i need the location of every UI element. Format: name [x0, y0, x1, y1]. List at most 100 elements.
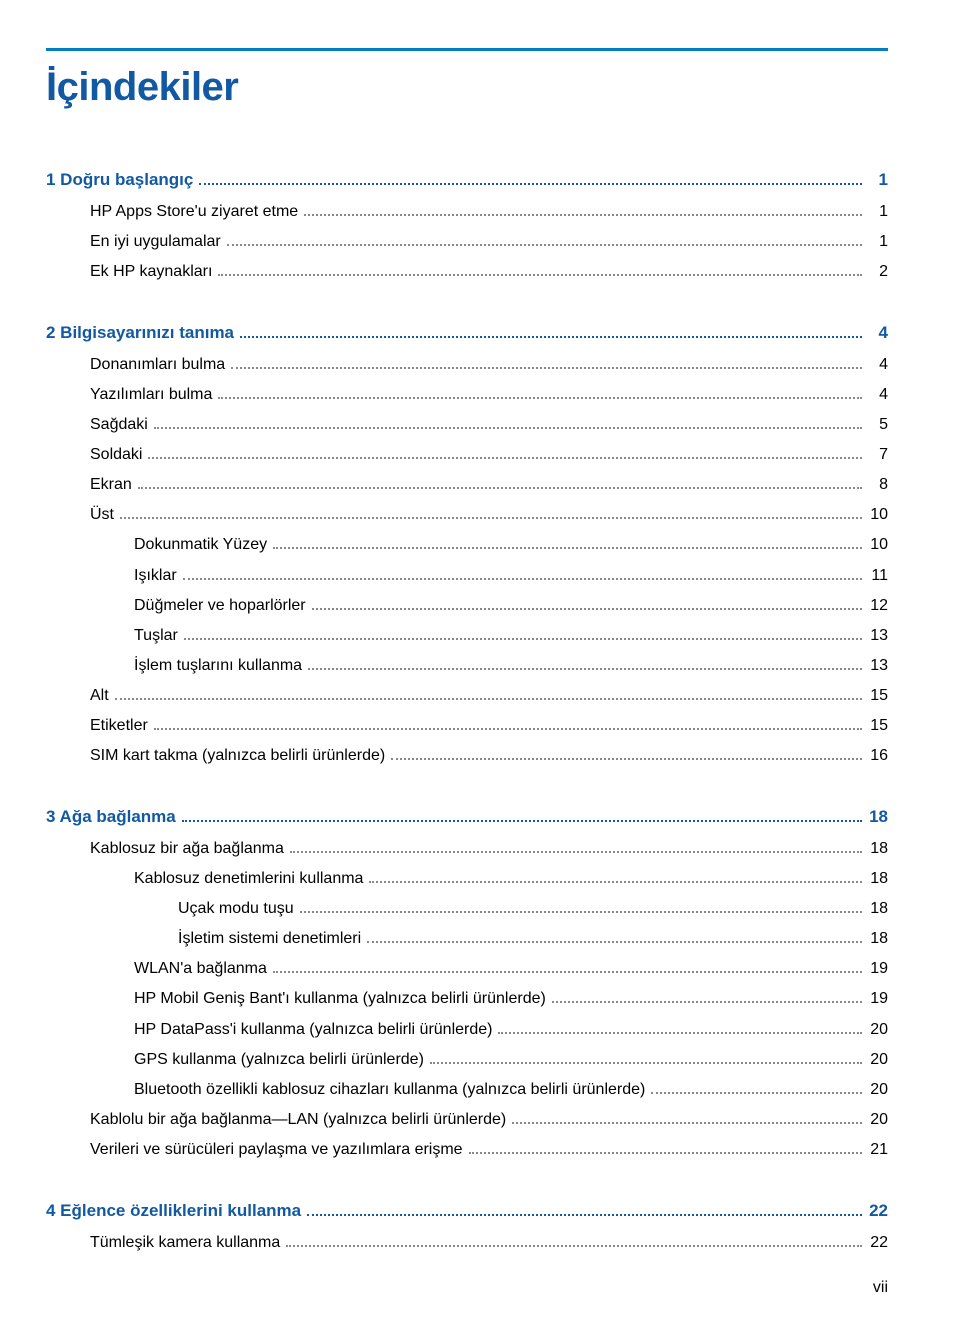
page-title: İçindekiler: [46, 65, 888, 110]
toc-label: Kablolu bir ağa bağlanma—LAN (yalnızca b…: [90, 1109, 506, 1131]
toc-label: 4 Eğlence özelliklerini kullanma: [46, 1199, 301, 1223]
toc-page: 8: [868, 474, 888, 496]
toc-page: 13: [868, 655, 888, 677]
toc-page: 19: [868, 958, 888, 980]
toc-item: GPS kullanma (yalnızca belirli ürünlerde…: [46, 1049, 888, 1071]
dot-leader: [227, 233, 862, 246]
dot-leader: [231, 356, 862, 369]
toc-page: 10: [868, 504, 888, 526]
dot-leader: [218, 386, 862, 399]
toc-page: 1: [868, 201, 888, 223]
toc-label: En iyi uygulamalar: [90, 231, 221, 253]
toc-label: Tümleşik kamera kullanma: [90, 1232, 280, 1254]
section-space: [46, 775, 888, 805]
toc-item: Işıklar11: [46, 565, 888, 587]
toc-label: Yazılımları bulma: [90, 384, 212, 406]
toc-label: WLAN'a bağlanma: [134, 958, 267, 980]
toc-section: 4 Eğlence özelliklerini kullanma 22: [46, 1199, 888, 1223]
toc-item: HP DataPass'i kullanma (yalnızca belirli…: [46, 1019, 888, 1041]
dot-leader: [184, 627, 862, 640]
toc-label: Verileri ve sürücüleri paylaşma ve yazıl…: [90, 1139, 463, 1161]
dot-leader: [469, 1141, 862, 1154]
toc-item: Kablosuz bir ağa bağlanma 18: [46, 838, 888, 860]
toc-label: GPS kullanma (yalnızca belirli ürünlerde…: [134, 1049, 424, 1071]
toc-label: Kablosuz bir ağa bağlanma: [90, 838, 284, 860]
toc-item: Verileri ve sürücüleri paylaşma ve yazıl…: [46, 1139, 888, 1161]
dot-leader: [498, 1020, 862, 1033]
toc-page: İçindekiler 1 Doğru başlangıç1HP Apps St…: [0, 0, 960, 1325]
toc-container: 1 Doğru başlangıç1HP Apps Store'u ziyare…: [46, 168, 888, 1253]
dot-leader: [430, 1050, 862, 1063]
toc-label: HP Apps Store'u ziyaret etme: [90, 201, 298, 223]
toc-page: 4: [868, 384, 888, 406]
toc-item: Tümleşik kamera kullanma 22: [46, 1232, 888, 1254]
toc-page: 18: [868, 805, 888, 829]
toc-label: Bluetooth özellikli kablosuz cihazları k…: [134, 1079, 645, 1101]
toc-label: Etiketler: [90, 715, 148, 737]
toc-item: İşletim sistemi denetimleri 18: [46, 928, 888, 950]
dot-leader: [307, 1202, 862, 1216]
toc-page: 15: [868, 715, 888, 737]
toc-label: Üst: [90, 504, 114, 526]
toc-item: Tuşlar13: [46, 625, 888, 647]
toc-page: 22: [868, 1232, 888, 1254]
toc-label: Soldaki: [90, 444, 142, 466]
toc-page: 22: [868, 1199, 888, 1223]
toc-label: 3 Ağa bağlanma: [46, 805, 176, 829]
toc-item: Donanımları bulma 4: [46, 354, 888, 376]
dot-leader: [183, 566, 862, 579]
toc-label: HP DataPass'i kullanma (yalnızca belirli…: [134, 1019, 492, 1041]
toc-item: Kablosuz denetimlerini kullanma18: [46, 868, 888, 890]
dot-leader: [273, 960, 862, 973]
toc-page: 20: [868, 1019, 888, 1041]
dot-leader: [651, 1081, 862, 1094]
page-number: vii: [873, 1279, 888, 1297]
dot-leader: [300, 900, 862, 913]
toc-page: 20: [868, 1049, 888, 1071]
toc-page: 16: [868, 745, 888, 767]
toc-item: Bluetooth özellikli kablosuz cihazları k…: [46, 1079, 888, 1101]
toc-page: 5: [868, 414, 888, 436]
dot-leader: [154, 717, 862, 730]
toc-page: 4: [868, 354, 888, 376]
toc-item: Ekran8: [46, 474, 888, 496]
toc-label: İşletim sistemi denetimleri: [178, 928, 361, 950]
toc-page: 20: [868, 1079, 888, 1101]
toc-label: Dokunmatik Yüzey: [134, 534, 267, 556]
toc-item: Dokunmatik Yüzey 10: [46, 534, 888, 556]
toc-page: 18: [868, 928, 888, 950]
section-space: [46, 1169, 888, 1199]
dot-leader: [273, 536, 862, 549]
dot-leader: [138, 476, 862, 489]
toc-label: Ek HP kaynakları: [90, 261, 212, 283]
toc-item: Üst 10: [46, 504, 888, 526]
dot-leader: [290, 840, 862, 853]
toc-page: 1: [868, 231, 888, 253]
dot-leader: [148, 446, 862, 459]
toc-label: Uçak modu tuşu: [178, 898, 294, 920]
section-space: [46, 291, 888, 321]
toc-page: 18: [868, 898, 888, 920]
toc-label: Işıklar: [134, 565, 177, 587]
toc-item: Uçak modu tuşu 18: [46, 898, 888, 920]
toc-page: 10: [868, 534, 888, 556]
dot-leader: [512, 1111, 862, 1124]
dot-leader: [182, 808, 862, 822]
toc-label: Donanımları bulma: [90, 354, 225, 376]
toc-label: Sağdaki: [90, 414, 148, 436]
toc-section: 2 Bilgisayarınızı tanıma4: [46, 321, 888, 345]
dot-leader: [391, 747, 862, 760]
toc-label: Düğmeler ve hoparlörler: [134, 595, 306, 617]
header-rule: [46, 48, 888, 51]
toc-page: 18: [868, 868, 888, 890]
toc-label: İşlem tuşlarını kullanma: [134, 655, 302, 677]
toc-section: 3 Ağa bağlanma 18: [46, 805, 888, 829]
dot-leader: [304, 203, 862, 216]
toc-page: 7: [868, 444, 888, 466]
toc-page: 1: [868, 168, 888, 192]
toc-page: 12: [868, 595, 888, 617]
toc-page: 15: [868, 685, 888, 707]
toc-page: 18: [868, 838, 888, 860]
dot-leader: [308, 657, 862, 670]
toc-item: Yazılımları bulma 4: [46, 384, 888, 406]
